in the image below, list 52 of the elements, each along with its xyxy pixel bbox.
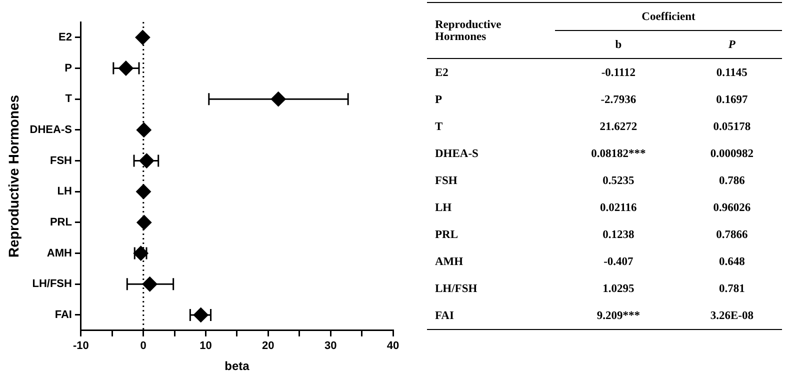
y-axis-title: Reproductive Hormones bbox=[427, 2, 555, 58]
x-tick-label: -10 bbox=[73, 340, 89, 352]
category-label: LH/FSH bbox=[435, 282, 478, 294]
text: Coefficient bbox=[555, 2, 782, 30]
text: -0.407 bbox=[602, 254, 634, 270]
text: b bbox=[555, 30, 682, 58]
text: 0.000982 bbox=[709, 146, 754, 162]
text: -0.1112 bbox=[600, 66, 637, 80]
text: 21.6272 bbox=[598, 120, 638, 134]
y-tick-label: E2 bbox=[58, 31, 72, 44]
y-tick-label: AMH bbox=[46, 247, 72, 260]
category-label: AMH bbox=[435, 256, 464, 268]
text: 0.1145 bbox=[715, 66, 748, 80]
text: P bbox=[682, 30, 782, 58]
category-label: E2 bbox=[435, 66, 448, 78]
text: 9.209*** bbox=[555, 302, 682, 330]
text: 0.08182*** bbox=[590, 146, 647, 162]
text: 1.0295 bbox=[602, 282, 636, 296]
y-tick-label: FSH bbox=[50, 154, 72, 167]
y-tick-label: LH/FSH bbox=[32, 278, 72, 290]
text: 0.1697 bbox=[715, 92, 749, 108]
y-tick-label: FAI bbox=[54, 309, 72, 322]
x-tick-label: 10 bbox=[200, 340, 212, 352]
x-tick-label: 0 bbox=[140, 340, 146, 352]
category-label: DHEA-S bbox=[435, 148, 478, 160]
text: Reproductive Hormones bbox=[5, 94, 22, 258]
text: 0.786 bbox=[718, 174, 746, 188]
text: 3.26E-08 bbox=[682, 302, 782, 330]
category-label: FAI bbox=[435, 310, 454, 322]
y-tick-label: DHEA-S bbox=[30, 124, 72, 136]
x-axis-title: beta bbox=[224, 359, 250, 374]
y-tick-label: LH bbox=[57, 186, 72, 198]
text: 0.05178 bbox=[712, 120, 752, 134]
text: 0.7866 bbox=[715, 228, 749, 242]
category-label: P bbox=[435, 94, 442, 106]
y-tick-label: P bbox=[64, 62, 72, 74]
text: 0.5235 bbox=[602, 174, 636, 188]
category-label: T bbox=[435, 120, 443, 132]
category-label: LH bbox=[435, 202, 452, 214]
x-tick-label: 40 bbox=[386, 340, 400, 352]
text: 0.1238 bbox=[602, 228, 636, 242]
category-label: PRL bbox=[435, 228, 458, 240]
x-tick-label: 20 bbox=[262, 340, 274, 352]
text: -2.7936 bbox=[600, 92, 638, 108]
text: 0.96026 bbox=[712, 200, 752, 216]
text: 0.02116 bbox=[599, 200, 638, 216]
y-tick-label: PRL bbox=[50, 216, 72, 228]
y-tick-label: T bbox=[65, 93, 72, 106]
text: 0.648 bbox=[718, 254, 746, 270]
category-label: FSH bbox=[435, 174, 458, 186]
text: 0.781 bbox=[718, 282, 746, 296]
x-tick-label: 30 bbox=[324, 340, 337, 352]
